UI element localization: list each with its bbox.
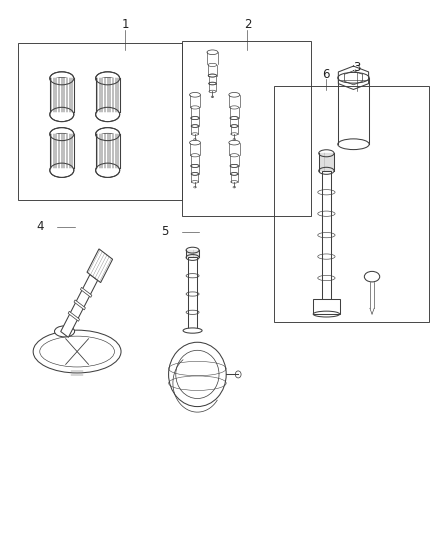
Polygon shape xyxy=(95,78,120,112)
Polygon shape xyxy=(68,311,80,321)
Text: 6: 6 xyxy=(322,68,330,80)
Ellipse shape xyxy=(235,371,241,378)
Polygon shape xyxy=(95,134,120,167)
Polygon shape xyxy=(321,171,331,300)
Ellipse shape xyxy=(169,342,226,407)
Text: 2: 2 xyxy=(244,18,251,31)
Ellipse shape xyxy=(54,326,74,337)
Bar xyxy=(274,86,428,322)
Text: 1: 1 xyxy=(121,18,129,31)
Bar xyxy=(182,41,311,216)
Polygon shape xyxy=(61,274,98,337)
Text: 3: 3 xyxy=(353,61,360,74)
Polygon shape xyxy=(313,300,339,314)
Ellipse shape xyxy=(33,330,121,373)
Ellipse shape xyxy=(364,271,380,282)
Bar xyxy=(18,43,182,200)
Polygon shape xyxy=(188,257,197,330)
Text: 5: 5 xyxy=(161,225,168,238)
Polygon shape xyxy=(81,287,92,297)
Ellipse shape xyxy=(183,328,202,333)
Text: 4: 4 xyxy=(36,220,44,233)
Polygon shape xyxy=(50,78,74,112)
Polygon shape xyxy=(50,134,74,167)
Polygon shape xyxy=(74,300,85,310)
Polygon shape xyxy=(87,249,113,282)
